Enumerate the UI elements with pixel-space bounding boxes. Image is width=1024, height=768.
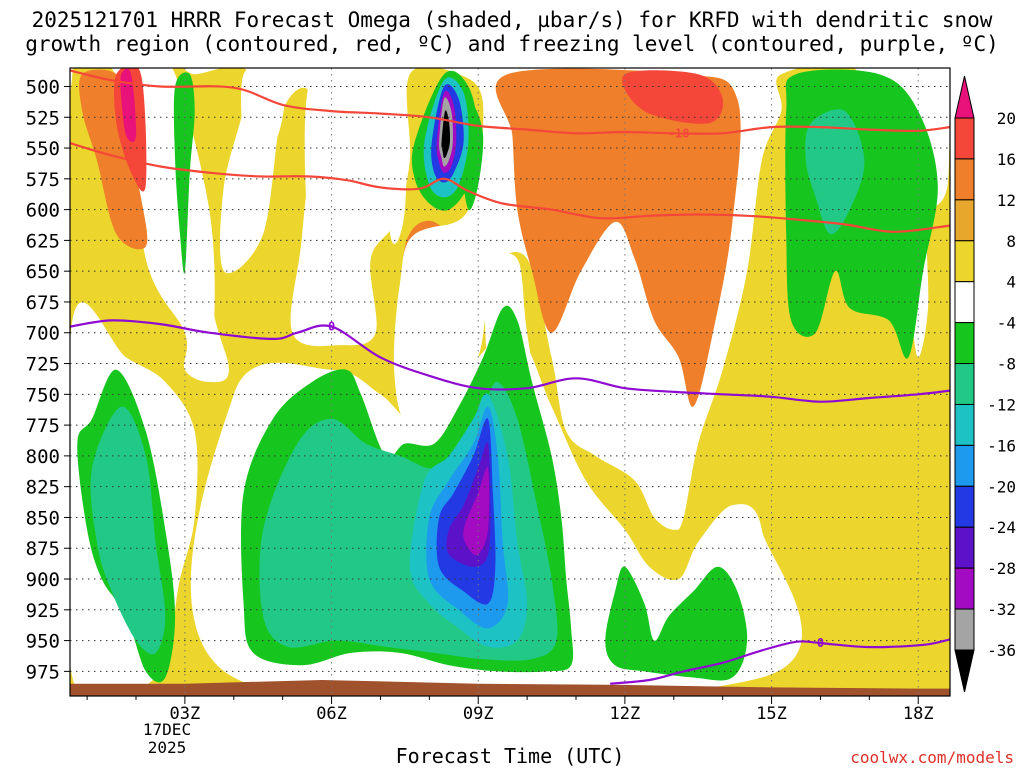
freezing-level-contour-1-label: 0 bbox=[817, 636, 824, 650]
colorbar-tick-9: -20 bbox=[987, 477, 1016, 496]
chart-title-line-2: growth region (contoured, red, ºC) and f… bbox=[25, 32, 999, 56]
y-tick-label-575: 575 bbox=[26, 169, 60, 191]
colorbar-tick-4: 4 bbox=[1006, 273, 1016, 292]
y-tick-label-825: 825 bbox=[26, 477, 60, 499]
colorbar-bin-6 bbox=[954, 322, 975, 365]
y-tick-label-775: 775 bbox=[26, 415, 60, 437]
omega-region--4 bbox=[304, 68, 383, 317]
terrain-layer bbox=[70, 680, 950, 696]
credit-link[interactable]: coolwx.com/models bbox=[850, 748, 1014, 767]
colorbar-bin-10 bbox=[954, 485, 975, 528]
freezing-level-contour-1 bbox=[610, 638, 950, 685]
colorbar-tick-10: -24 bbox=[987, 518, 1016, 537]
omega-region-16 bbox=[622, 70, 724, 124]
y-tick-label-550: 550 bbox=[26, 138, 60, 160]
omega-region--4 bbox=[384, 68, 408, 244]
terrain-ground bbox=[70, 680, 950, 696]
y-tick-label-725: 725 bbox=[26, 354, 60, 376]
y-tick-label-925: 925 bbox=[26, 600, 60, 622]
dgz-contour-1 bbox=[70, 142, 950, 233]
dgz-contour-0 bbox=[70, 69, 950, 135]
x-tick-label-18Z: 18Z bbox=[903, 704, 934, 724]
colorbar-bin-9 bbox=[954, 444, 975, 487]
omega-shading-layer bbox=[70, 68, 950, 696]
colorbar-tick-3: 8 bbox=[1006, 232, 1016, 251]
y-tick-label-600: 600 bbox=[26, 200, 60, 222]
chart-title-line-1: 2025121701 HRRR Forecast Omega (shaded, … bbox=[31, 8, 993, 32]
y-tick-label-750: 750 bbox=[26, 384, 60, 406]
colorbar-bin-7 bbox=[954, 363, 975, 405]
omega-region--8 bbox=[173, 72, 195, 274]
colorbar-tick-11: -28 bbox=[987, 559, 1016, 578]
colorbar-bin-11 bbox=[954, 526, 975, 569]
colorbar-tick-12: -32 bbox=[987, 600, 1016, 619]
omega-region--28 bbox=[463, 467, 490, 556]
colorbar-bin-2 bbox=[954, 158, 975, 201]
omega-region-12 bbox=[495, 68, 741, 407]
contour-layer: -18 0 0 bbox=[70, 69, 950, 685]
freezing-level-contour-0 bbox=[70, 319, 950, 403]
omega-region--4 bbox=[394, 224, 489, 451]
colorbar-tick-6: -8 bbox=[997, 355, 1016, 374]
colorbar: 20 16 12 8 4 -4 -8 -12 -16 -20 -24 -28 -32 -36 bbox=[954, 75, 1016, 693]
colorbar-bin-5 bbox=[954, 281, 975, 324]
colorbar-tick-0: 20 bbox=[997, 109, 1016, 128]
axes-layer: 500 525 550 575 600 625 650 675 700 725 750 775 800 8… bbox=[26, 76, 934, 724]
omega-region--12 bbox=[805, 109, 865, 235]
x-tick-label-06Z: 06Z bbox=[316, 704, 347, 724]
colorbar-bin-8 bbox=[954, 403, 975, 446]
colorbar-tick-1: 16 bbox=[997, 150, 1016, 169]
colorbar-tick-8: -16 bbox=[987, 436, 1016, 455]
y-tick-label-950: 950 bbox=[26, 631, 60, 653]
y-tick-label-800: 800 bbox=[26, 446, 60, 468]
x-tick-label-12Z: 12Z bbox=[610, 704, 641, 724]
omega-region--8 bbox=[605, 566, 748, 681]
plot-frame bbox=[69, 67, 951, 697]
y-tick-label-500: 500 bbox=[26, 76, 60, 98]
colorbar-bin-12 bbox=[954, 567, 975, 610]
colorbar-tick-5: -4 bbox=[997, 314, 1016, 333]
y-tick-label-700: 700 bbox=[26, 323, 60, 345]
omega-region--36 bbox=[441, 110, 450, 159]
colorbar-bin-13 bbox=[954, 608, 975, 651]
y-tick-label-625: 625 bbox=[26, 230, 60, 252]
colorbar-bin-1 bbox=[954, 117, 975, 160]
y-tick-label-975: 975 bbox=[26, 661, 60, 683]
colorbar-bottom-arrow bbox=[954, 649, 975, 693]
freezing-level-contour-0-label: 0 bbox=[328, 320, 335, 334]
omega-region-12 bbox=[79, 69, 148, 250]
y-tick-label-650: 650 bbox=[26, 261, 60, 283]
y-tick-label-675: 675 bbox=[26, 292, 60, 314]
colorbar-tick-2: 12 bbox=[997, 191, 1016, 210]
x-tick-label-15Z: 15Z bbox=[756, 704, 787, 724]
dgz-contour-0-label: -18 bbox=[668, 126, 690, 140]
date-label-day: 17DEC bbox=[142, 720, 192, 739]
colorbar-tick-7: -12 bbox=[987, 395, 1016, 414]
x-axis-label: Forecast Time (UTC) bbox=[395, 744, 625, 768]
y-tick-label-875: 875 bbox=[26, 538, 60, 560]
x-tick-label-03Z: 03Z bbox=[170, 704, 201, 724]
colorbar-bin-3 bbox=[954, 199, 975, 242]
colorbar-top-arrow bbox=[954, 75, 975, 119]
y-tick-label-900: 900 bbox=[26, 569, 60, 591]
date-label-year: 2025 bbox=[147, 738, 187, 757]
y-tick-label-850: 850 bbox=[26, 507, 60, 529]
colorbar-tick-13: -36 bbox=[987, 641, 1016, 660]
omega-region--12 bbox=[90, 406, 166, 655]
colorbar-bin-4 bbox=[954, 240, 975, 283]
x-tick-label-09Z: 09Z bbox=[463, 704, 494, 724]
y-tick-label-525: 525 bbox=[26, 107, 60, 129]
